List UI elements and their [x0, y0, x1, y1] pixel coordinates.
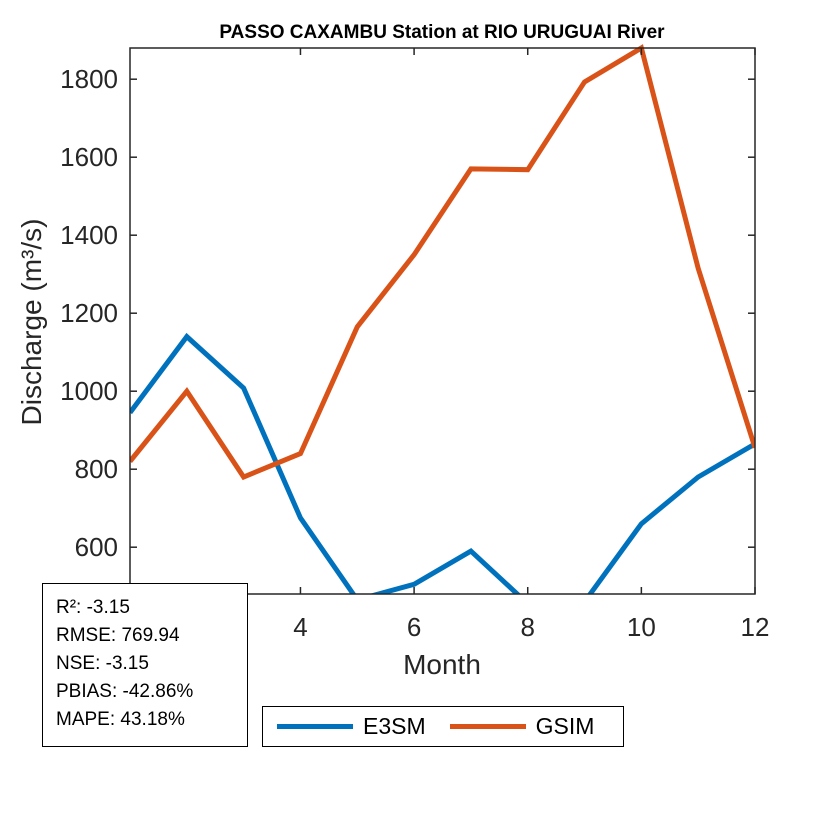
legend-label: E3SM — [363, 713, 426, 739]
y-axis-label: Discharge (m³/s) — [16, 219, 47, 426]
x-tick-label: 4 — [293, 612, 307, 642]
legend-item-gsim: GSIM — [449, 713, 595, 740]
series-line-e3sm — [130, 332, 755, 594]
x-tick-label: 8 — [520, 612, 534, 642]
x-tick-label: 12 — [741, 612, 770, 642]
plot-area-frame — [129, 47, 756, 595]
x-tick-label: 6 — [407, 612, 421, 642]
legend-item-e3sm: E3SM — [277, 713, 426, 740]
x-axis-label: Month — [403, 649, 481, 680]
legend: E3SM GSIM — [262, 706, 624, 747]
stat-r2: R²: -3.15 — [56, 597, 130, 618]
y-tick-label: 1600 — [60, 142, 118, 172]
series-line-gsim — [130, 44, 755, 481]
stat-rmse: RMSE: 769.94 — [56, 625, 180, 646]
stat-pbias: PBIAS: -42.86% — [56, 681, 194, 702]
legend-label: GSIM — [535, 713, 595, 739]
y-tick-label: 1400 — [60, 220, 118, 250]
y-tick-label: 600 — [75, 532, 118, 562]
legend-swatch — [449, 724, 526, 729]
y-tick-label: 1800 — [60, 64, 118, 94]
x-tick-label: 10 — [627, 612, 656, 642]
legend-swatch — [277, 724, 353, 729]
stat-nse: NSE: -3.15 — [56, 653, 149, 674]
y-tick-label: 1200 — [60, 298, 118, 328]
series-lines — [130, 44, 755, 594]
chart-title: PASSO CAXAMBU Station at RIO URUGUAI Riv… — [219, 22, 665, 43]
y-tick-label: 1000 — [60, 376, 118, 406]
y-tick-label: 800 — [75, 454, 118, 484]
stats-box: R²: -3.15 RMSE: 769.94 NSE: -3.15 PBIAS:… — [42, 583, 248, 747]
axis-ticks: 600 800 1000 1200 1400 1600 1800 4 6 8 10 12 — [60, 48, 769, 642]
stat-mape: MAPE: 43.18% — [56, 709, 185, 730]
